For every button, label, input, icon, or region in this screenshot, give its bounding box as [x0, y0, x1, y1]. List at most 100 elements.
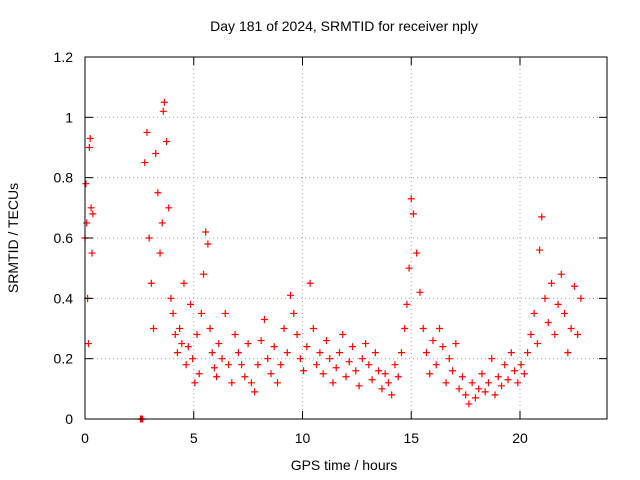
- data-point: [306, 279, 314, 287]
- data-point: [436, 325, 444, 332]
- data-point: [293, 331, 301, 339]
- data-point: [234, 349, 242, 357]
- grid-lines: [85, 57, 607, 419]
- data-point: [300, 367, 308, 375]
- data-point: [536, 246, 544, 254]
- data-point: [150, 325, 158, 332]
- data-point: [184, 343, 192, 351]
- data-point: [401, 325, 409, 332]
- data-point: [165, 204, 173, 212]
- data-point: [332, 364, 340, 372]
- data-point: [358, 355, 366, 363]
- data-point: [416, 288, 424, 296]
- data-point: [403, 300, 411, 308]
- data-point: [173, 349, 181, 357]
- data-point: [169, 309, 177, 317]
- data-point: [251, 388, 259, 396]
- data-point: [397, 349, 405, 357]
- data-point: [481, 388, 489, 396]
- data-point: [218, 355, 226, 363]
- data-point: [478, 370, 486, 378]
- data-point: [432, 361, 440, 369]
- y-tick-label: 1: [65, 109, 73, 125]
- data-point: [391, 361, 399, 369]
- data-point: [577, 294, 585, 302]
- data-point: [167, 294, 175, 302]
- data-point: [465, 400, 473, 408]
- data-point: [254, 361, 262, 369]
- data-point: [368, 376, 376, 384]
- data-point: [213, 373, 221, 381]
- data-point: [316, 349, 324, 357]
- data-point: [267, 370, 275, 378]
- data-point: [225, 361, 233, 369]
- data-point: [413, 249, 421, 257]
- y-tick-label: 0.4: [54, 290, 74, 306]
- data-point: [280, 325, 288, 332]
- data-point: [303, 343, 311, 351]
- data-point: [200, 270, 208, 278]
- data-point: [488, 355, 496, 363]
- data-point: [375, 367, 383, 375]
- data-point: [419, 325, 427, 332]
- data-point: [511, 367, 519, 375]
- x-tick-label: 10: [295, 430, 311, 446]
- data-point: [462, 391, 470, 399]
- data-point: [388, 391, 396, 399]
- data-point: [378, 385, 386, 393]
- data-point: [82, 180, 90, 188]
- data-point: [475, 385, 483, 393]
- data-point: [449, 367, 457, 375]
- data-point: [152, 150, 160, 158]
- data-point: [202, 228, 210, 236]
- x-tick-label: 15: [403, 430, 419, 446]
- data-point: [442, 379, 450, 387]
- data-point: [352, 367, 360, 375]
- x-tick-labels: 0 5 10 15 20: [81, 430, 528, 446]
- data-point: [501, 361, 509, 369]
- data-point: [309, 325, 317, 332]
- data-point: [186, 300, 194, 308]
- data-point: [241, 373, 249, 381]
- data-point: [83, 219, 91, 227]
- y-tick-label: 0.2: [54, 351, 74, 367]
- data-point: [322, 337, 330, 345]
- data-point: [210, 364, 218, 372]
- data-point: [507, 349, 515, 357]
- data-point: [147, 279, 155, 287]
- data-point: [182, 361, 190, 369]
- data-point: [335, 349, 343, 357]
- data-point: [355, 382, 363, 390]
- data-point: [88, 249, 96, 257]
- data-point: [206, 325, 214, 332]
- data-point: [471, 394, 479, 402]
- data-point: [551, 331, 559, 339]
- data-point: [426, 370, 434, 378]
- data-point: [484, 379, 492, 387]
- data-point: [84, 340, 92, 348]
- data-point: [429, 337, 437, 345]
- data-point: [89, 210, 97, 218]
- data-point: [313, 361, 321, 369]
- data-point: [193, 331, 201, 339]
- y-tick-label: 0.6: [54, 230, 74, 246]
- data-point: [197, 309, 205, 317]
- data-point: [329, 379, 337, 387]
- data-point: [514, 379, 522, 387]
- data-point: [520, 370, 528, 378]
- data-point: [422, 349, 430, 357]
- data-point: [439, 343, 447, 351]
- y-tick-label: 0.8: [54, 170, 74, 186]
- data-point: [296, 355, 304, 363]
- data-point: [141, 159, 149, 167]
- data-point: [445, 355, 453, 363]
- data-point: [362, 340, 370, 348]
- data-point: [538, 213, 546, 221]
- data-point: [455, 385, 463, 393]
- data-point: [452, 340, 460, 348]
- data-point: [544, 318, 552, 326]
- data-point: [468, 379, 476, 387]
- data-point: [176, 325, 184, 332]
- data-point: [458, 373, 466, 381]
